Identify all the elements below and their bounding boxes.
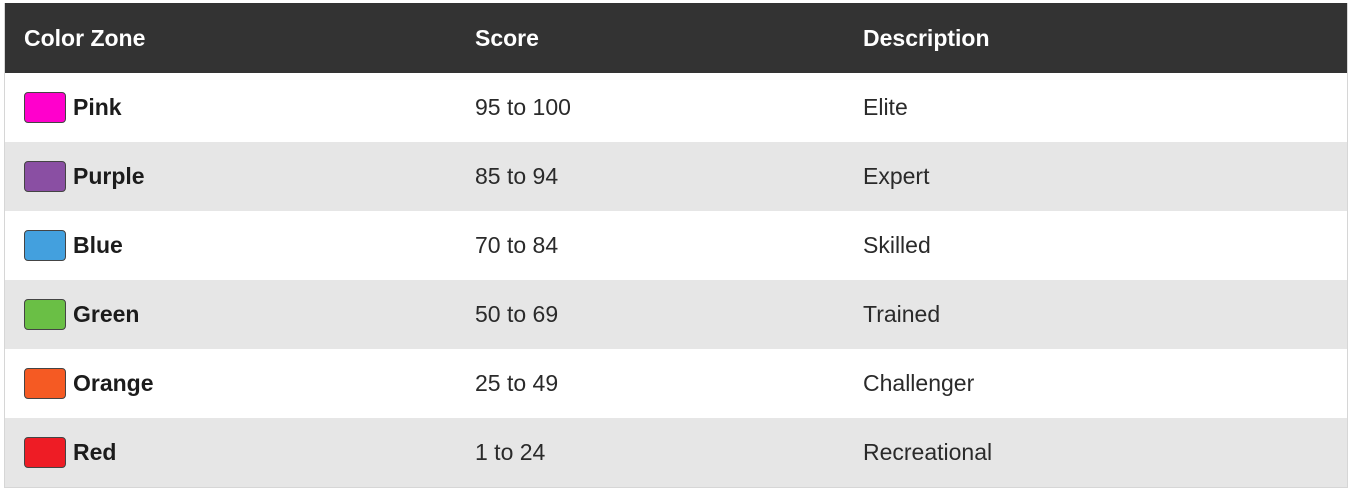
table-row: Purple 85 to 94 Expert: [5, 142, 1347, 211]
zone-label: Green: [73, 301, 140, 327]
description-cell: Recreational: [863, 439, 993, 465]
score-cell: 1 to 24: [475, 439, 546, 465]
color-zone-table: Color Zone Score Description Pink 95 to …: [4, 3, 1348, 488]
score-cell: 85 to 94: [475, 163, 559, 189]
header-description: Description: [863, 24, 990, 51]
description-cell: Trained: [863, 301, 941, 327]
header-score: Score: [475, 24, 539, 51]
zone-cell: Green: [5, 299, 475, 330]
description-cell: Expert: [863, 163, 930, 189]
zone-cell: Red: [5, 437, 475, 468]
zone-label: Orange: [73, 370, 154, 396]
header-color-zone: Color Zone: [24, 24, 146, 51]
score-cell: 70 to 84: [475, 232, 559, 258]
color-swatch: [24, 437, 66, 468]
zone-label: Blue: [73, 232, 123, 258]
color-swatch: [24, 92, 66, 123]
table-row: Pink 95 to 100 Elite: [5, 73, 1347, 142]
zone-cell: Purple: [5, 161, 475, 192]
color-swatch: [24, 161, 66, 192]
description-cell: Skilled: [863, 232, 931, 258]
zone-cell: Orange: [5, 368, 475, 399]
table-row: Blue 70 to 84 Skilled: [5, 211, 1347, 280]
score-cell: 25 to 49: [475, 370, 559, 396]
zone-cell: Pink: [5, 92, 475, 123]
zone-cell: Blue: [5, 230, 475, 261]
table-header-row: Color Zone Score Description: [5, 3, 1347, 73]
zone-label: Pink: [73, 94, 122, 120]
score-cell: 50 to 69: [475, 301, 559, 327]
table-row: Red 1 to 24 Recreational: [5, 418, 1347, 487]
zone-label: Red: [73, 439, 117, 465]
score-cell: 95 to 100: [475, 94, 571, 120]
color-swatch: [24, 368, 66, 399]
color-swatch: [24, 299, 66, 330]
color-swatch: [24, 230, 66, 261]
table-row: Green 50 to 69 Trained: [5, 280, 1347, 349]
table-row: Orange 25 to 49 Challenger: [5, 349, 1347, 418]
description-cell: Challenger: [863, 370, 975, 396]
description-cell: Elite: [863, 94, 908, 120]
zone-label: Purple: [73, 163, 145, 189]
